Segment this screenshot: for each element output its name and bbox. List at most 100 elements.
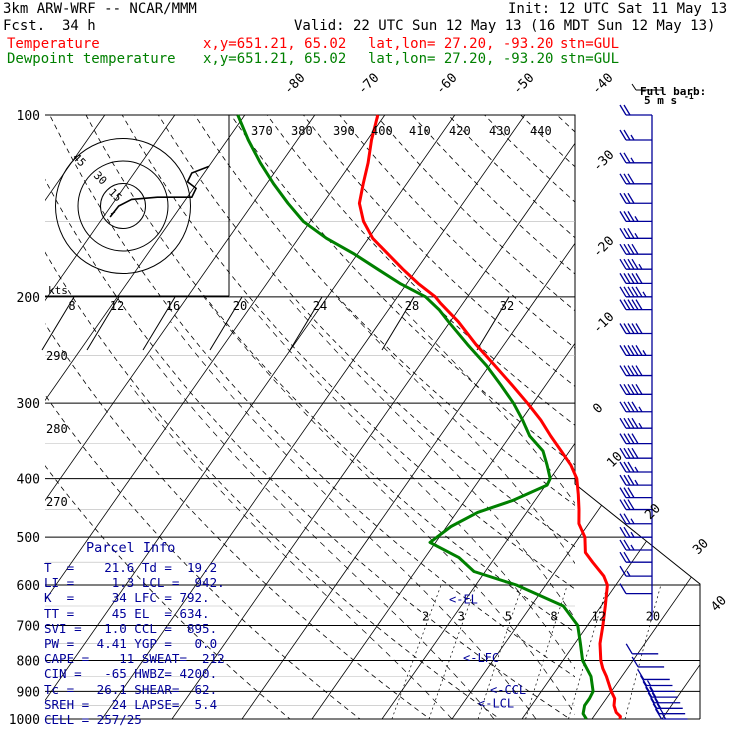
barb-full: [623, 417, 631, 429]
background-grid: [45, 114, 740, 732]
isotherm: [45, 115, 316, 719]
barb-full: [627, 286, 635, 298]
parcel-info-title: Parcel Info: [86, 540, 176, 556]
moist-adiabat: [203, 296, 575, 716]
mixing-ratio-label: 20: [646, 609, 660, 623]
isotherm-label: 20: [642, 501, 664, 523]
barb-half: [634, 216, 639, 222]
dry-adiabat: [85, 115, 575, 633]
sounding-traces: [236, 114, 622, 720]
barb-full: [635, 299, 643, 310]
wind-barb: [619, 499, 652, 511]
barb-full: [635, 365, 643, 376]
dry-adiabat: [593, 115, 740, 732]
hodograph-ring: [77, 160, 169, 252]
parcel-info-row: CAPE = 11 SWEAT= 212: [44, 651, 225, 667]
barb-full: [623, 173, 631, 185]
parcel-level-label: <-LFC: [463, 651, 499, 665]
parcel-info-row: SREH = 24 LAPSE= 5.4: [44, 696, 218, 712]
barb-full: [627, 323, 635, 334]
dry-adiabat: [375, 115, 575, 312]
barb-full: [619, 383, 627, 395]
barb-half: [649, 686, 654, 692]
barb-half: [634, 479, 639, 486]
barb-full: [619, 227, 627, 239]
parcel-info-row: TT = 45 EL = 634.: [44, 605, 210, 621]
barb-full: [623, 152, 631, 164]
isotherm: [591, 115, 700, 719]
isotherm-label: -40: [589, 71, 616, 98]
dry-adiabat: [45, 251, 501, 719]
hodograph-ring-label: 45: [70, 151, 89, 170]
isotherm-label: -10: [590, 310, 617, 337]
wind-barb: [619, 243, 652, 255]
moist-adiabat: [149, 355, 495, 719]
barb-half: [630, 134, 635, 141]
barb-full: [625, 643, 633, 655]
mixing-ratio-label: 3: [458, 609, 465, 623]
barb-full: [623, 299, 631, 310]
barb-half: [642, 350, 647, 356]
barb-full: [635, 323, 643, 334]
moist-adiabat: [242, 296, 575, 670]
mixing-ratio-line: [428, 584, 477, 719]
barb-full: [627, 299, 635, 310]
barb-full: [627, 487, 635, 498]
barb-full: [619, 243, 627, 255]
mixing-ratio-label: 2: [422, 609, 429, 623]
pressure-label-400: 400: [17, 473, 40, 488]
hodograph-axis-label: 8: [68, 299, 75, 313]
parcel-info-row: SVI = 1.0 CCL = 895.: [44, 620, 218, 636]
barb-full: [619, 513, 627, 525]
wind-barb: [619, 551, 652, 563]
theta-label: 400: [371, 124, 393, 138]
pressure-label-1000: 1000: [9, 713, 40, 728]
barb-full: [619, 417, 627, 429]
wind-barb: [619, 447, 652, 459]
wind-barb: [650, 697, 683, 709]
barb-full: [647, 692, 655, 704]
pressure-label-300: 300: [17, 397, 40, 412]
barb-full: [631, 345, 639, 356]
temperature-trace: [357, 114, 622, 720]
wind-barb: [642, 681, 676, 693]
theta-label: 410: [409, 124, 431, 138]
forecast-label: Fcst.: [3, 18, 46, 34]
barb-legend-title: Full barb:: [640, 85, 706, 98]
wind-barb: [619, 474, 652, 486]
barb-full: [627, 243, 635, 255]
barb-full: [627, 383, 635, 395]
barb-full: [627, 273, 635, 284]
barb-full: [619, 526, 627, 538]
barb-full: [631, 323, 639, 334]
barb-full: [654, 708, 663, 720]
moist-adiabat: [170, 321, 537, 719]
barb-full: [623, 433, 631, 444]
mixing-ratio-lines: [391, 584, 662, 719]
barb-full: [623, 551, 631, 563]
barb-full: [631, 365, 639, 376]
barb-full: [619, 447, 627, 459]
barb-full: [623, 401, 631, 413]
wind-barb: [654, 708, 688, 720]
dry-adiabat: [45, 178, 571, 719]
wind-barb: [619, 211, 652, 223]
barb-full: [623, 461, 631, 473]
barb-full: [650, 697, 658, 709]
forecast-hour: 34 h: [62, 18, 96, 34]
dry-adiabat: [520, 115, 575, 168]
barb-full: [623, 286, 631, 298]
barb-full: [627, 365, 635, 376]
dry-adiabat: [194, 115, 575, 506]
isotherm-label: -50: [510, 71, 537, 98]
wind-barb: [619, 273, 652, 285]
mixing-ratio-label: 5: [505, 609, 512, 623]
barb-full: [627, 461, 635, 473]
theta-label: 280: [46, 422, 68, 436]
wind-barb: [619, 433, 652, 445]
isotherm: [101, 115, 526, 719]
barb-full: [623, 345, 631, 356]
barb-full: [627, 192, 635, 204]
barb-full: [623, 365, 631, 376]
isotherm: [451, 115, 700, 719]
